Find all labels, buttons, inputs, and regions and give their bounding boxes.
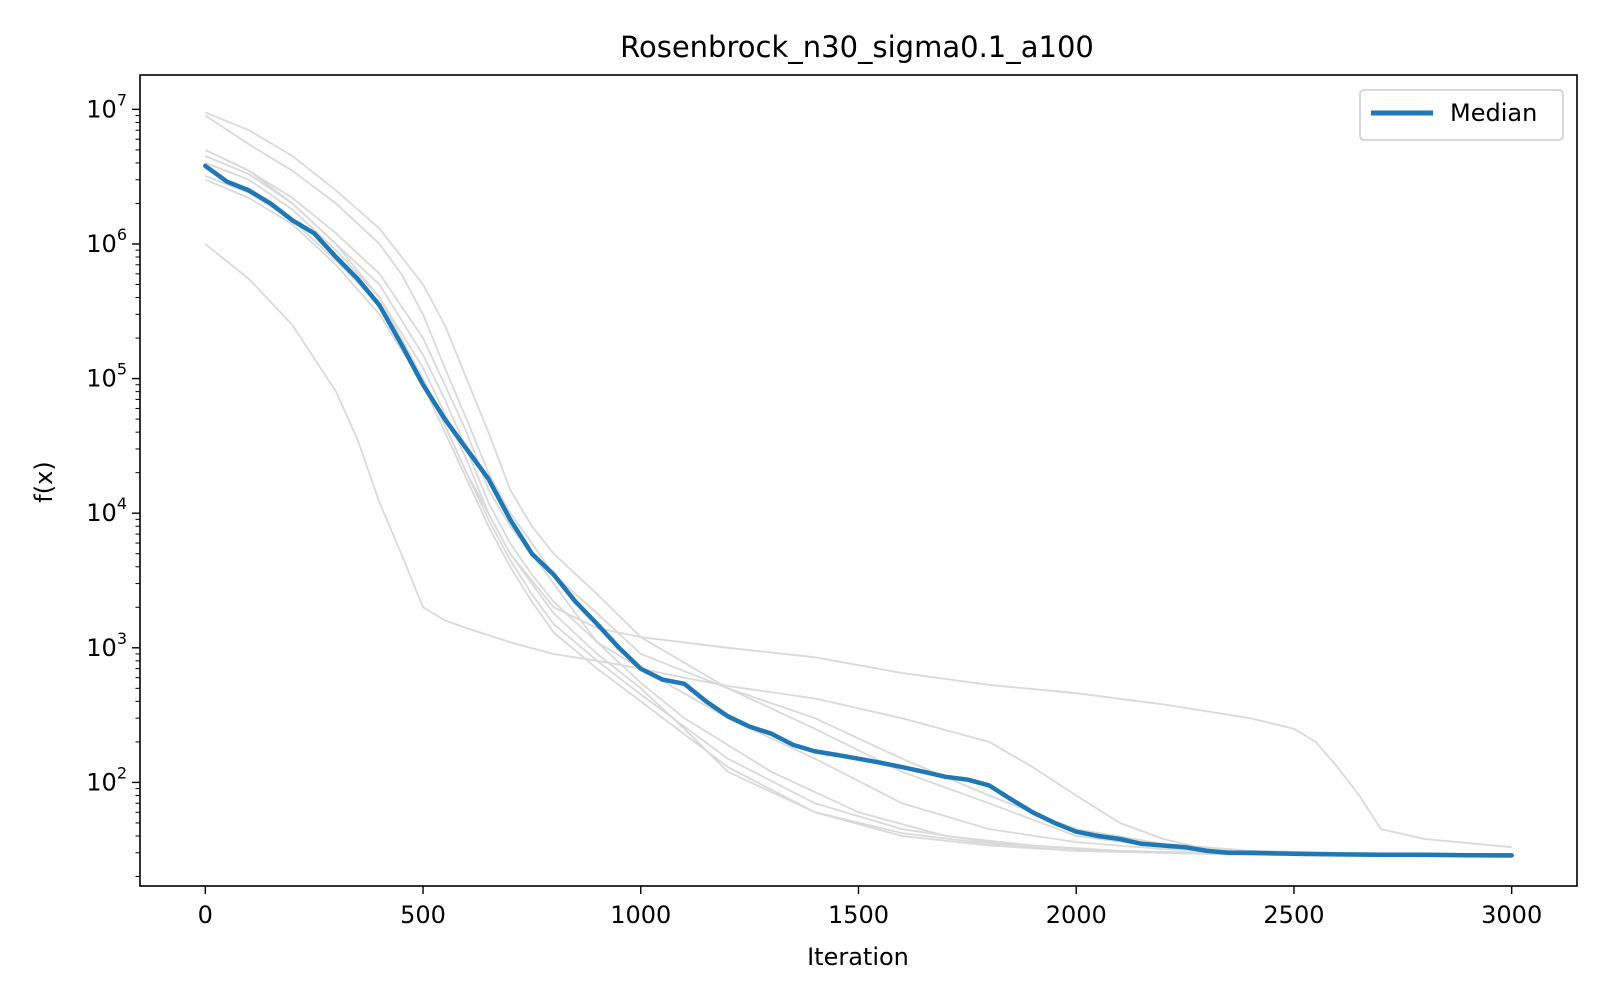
- x-tick-label: 1500: [828, 901, 889, 929]
- y-tick-label: 106: [86, 225, 127, 258]
- run-line-9: [204, 243, 1512, 858]
- x-tick-label: 1000: [610, 901, 671, 929]
- legend-box: [1359, 89, 1564, 141]
- x-tick-label: 2500: [1263, 901, 1324, 929]
- individual-runs: [204, 111, 1512, 858]
- y-axis: 102 103 104 105 106 107: [86, 90, 140, 877]
- x-tick-label: 2000: [1046, 901, 1107, 929]
- run-line-8: [204, 149, 1512, 849]
- run-line-5: [204, 162, 1512, 858]
- y-tick-label: 102: [86, 763, 127, 796]
- median-layer: [203, 163, 1514, 858]
- y-tick-label: 103: [86, 629, 127, 662]
- y-tick-label: 107: [86, 90, 127, 123]
- x-tick-label: 3000: [1481, 901, 1542, 929]
- legend: Median: [1359, 89, 1564, 141]
- x-axis: 0 500 1000 1500 2000 2500 3000: [198, 886, 1542, 929]
- legend-median-label: Median: [1450, 99, 1537, 127]
- y-axis-label: f(x): [30, 461, 58, 502]
- y-tick-label: 105: [86, 360, 127, 393]
- y-tick-label: 104: [86, 494, 127, 527]
- run-line-7: [204, 178, 1512, 858]
- run-line-3: [204, 149, 1512, 858]
- x-axis-label: Iteration: [807, 943, 909, 971]
- run-line-2: [204, 114, 1512, 857]
- x-tick-label: 0: [198, 901, 213, 929]
- median-line: [203, 163, 1514, 858]
- x-tick-label: 500: [400, 901, 446, 929]
- chart-title: Rosenbrock_n30_sigma0.1_a100: [620, 30, 1094, 64]
- run-line-6: [204, 175, 1512, 858]
